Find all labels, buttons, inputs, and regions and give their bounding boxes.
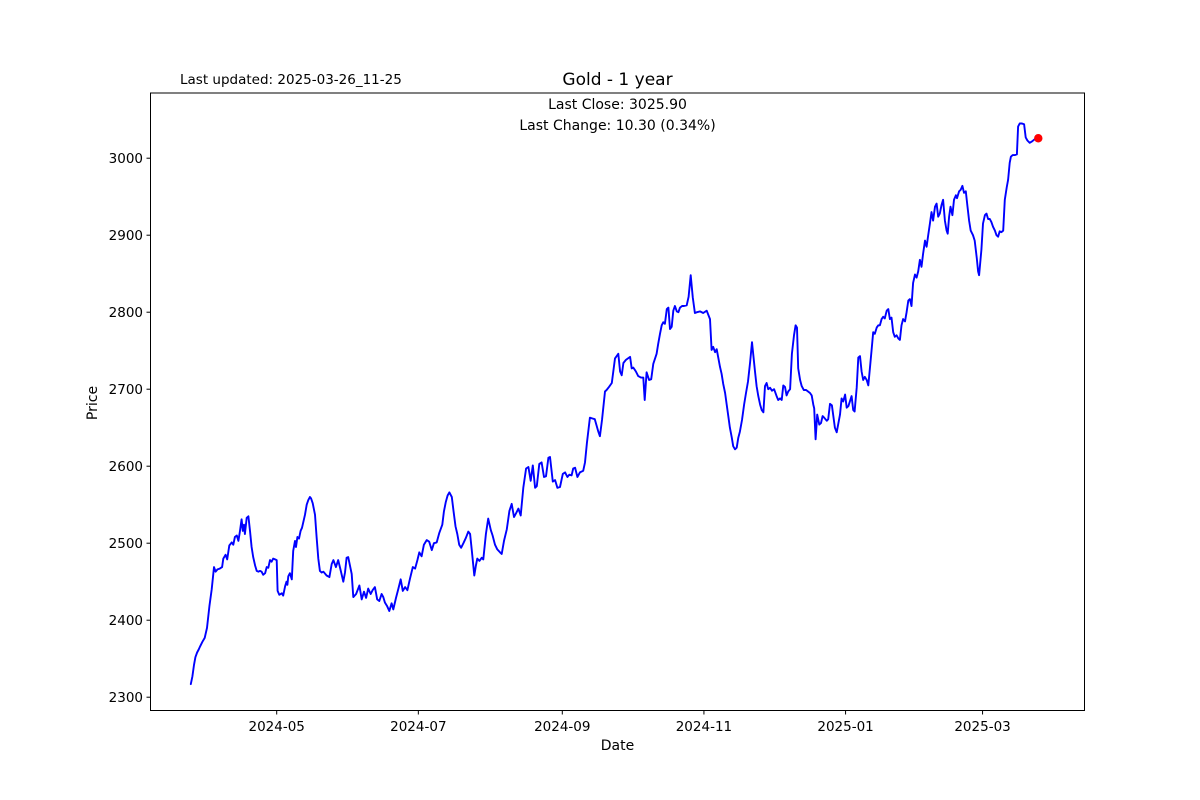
x-tick-label: 2024-11 — [676, 719, 732, 735]
y-tick-label: 2800 — [109, 305, 143, 321]
y-tick-label: 2900 — [109, 228, 143, 244]
y-tick-label: 2500 — [109, 536, 143, 552]
y-tick-label: 2300 — [109, 690, 143, 706]
last-updated-label: Last updated: 2025-03-26_11-25 — [180, 72, 402, 88]
y-tick-label: 2700 — [109, 382, 143, 398]
y-tick-label: 2400 — [109, 613, 143, 629]
x-axis-label: Date — [600, 738, 635, 754]
annotation-last-close: Last Close: 3025.90 — [548, 97, 687, 113]
price-line-series — [189, 122, 1040, 686]
axes-frame — [150, 92, 1085, 711]
x-tick-label: 2025-01 — [817, 719, 873, 735]
y-axis-label: Price — [85, 385, 101, 421]
y-tick-label: 2600 — [109, 459, 143, 475]
x-tick-label: 2025-03 — [954, 719, 1010, 735]
annotation-block: Last Close: 3025.90 Last Change: 10.30 (… — [150, 95, 1085, 136]
y-tick-label: 3000 — [109, 151, 143, 167]
chart-title: Gold - 1 year — [562, 70, 673, 90]
x-tick-label: 2024-07 — [390, 719, 446, 735]
x-tick-label: 2024-05 — [248, 719, 304, 735]
last-price-marker — [1034, 134, 1043, 143]
axis-ticks — [146, 157, 984, 715]
axis-tick-labels: 2300 2400 2500 2600 2700 2800 2900 3000 2024-05 2… — [109, 151, 1011, 735]
x-tick-label: 2024-09 — [534, 719, 590, 735]
annotation-last-change: Last Change: 10.30 (0.34%) — [519, 117, 716, 134]
